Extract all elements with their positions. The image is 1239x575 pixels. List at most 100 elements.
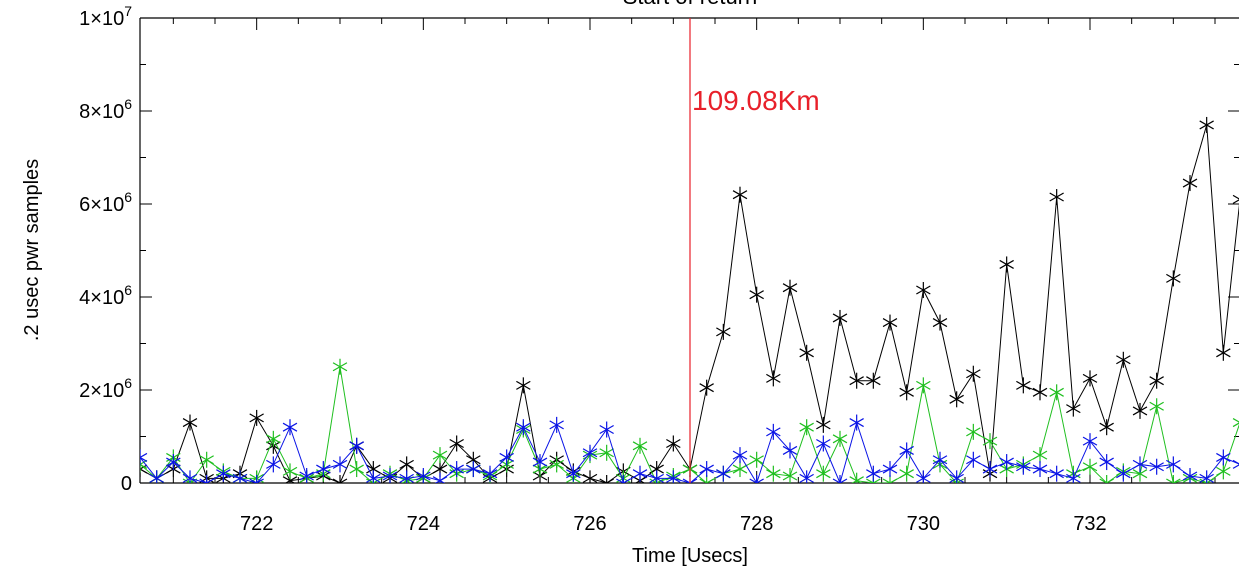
data-point: [332, 475, 348, 483]
data-point: [1116, 351, 1131, 368]
data-point: [449, 461, 464, 478]
data-point: [299, 468, 314, 483]
distance-annotation-label: 109.08Km: [692, 85, 820, 116]
plot-area: [140, 18, 1239, 483]
data-point: [1016, 377, 1031, 394]
data-point: [1199, 470, 1214, 483]
data-point: [216, 465, 231, 482]
data-point: [349, 437, 364, 454]
data-point: [1099, 419, 1114, 436]
data-point: [716, 323, 731, 340]
data-point: [632, 465, 648, 482]
data-point: [549, 416, 564, 433]
data-point: [782, 468, 798, 483]
y-tick-label: 2×106: [79, 375, 132, 402]
data-point: [282, 463, 298, 480]
data-point: [816, 435, 831, 452]
y-tick-label: 4×106: [79, 282, 132, 309]
data-point: [632, 437, 648, 454]
data-point: [516, 419, 531, 436]
data-point: [799, 470, 814, 483]
data-point: [1132, 456, 1148, 473]
data-point: [1216, 344, 1231, 361]
data-point: [716, 465, 731, 482]
data-point: [899, 465, 914, 482]
data-point: [916, 377, 931, 394]
data-point: [149, 470, 164, 483]
data-point: [932, 451, 948, 468]
x-tick-label: 728: [740, 513, 773, 535]
data-point: [449, 435, 464, 452]
data-point: [482, 465, 498, 482]
data-point: [316, 461, 331, 478]
data-point: [516, 377, 531, 394]
data-point: [1232, 194, 1239, 204]
data-point: [399, 456, 414, 473]
data-point: [1166, 456, 1181, 473]
data-point: [966, 451, 981, 468]
data-point: [732, 461, 748, 478]
data-point: [199, 475, 214, 483]
data-point: [699, 475, 714, 483]
data-point: [1049, 189, 1064, 206]
data-point: [866, 465, 881, 482]
data-point: [366, 470, 381, 483]
data-point: [882, 475, 898, 483]
data-point: [1149, 398, 1164, 415]
data-point: [1132, 402, 1148, 419]
data-point: [249, 475, 264, 483]
data-point: [749, 451, 764, 468]
data-point: [1166, 270, 1181, 287]
data-point: [832, 475, 848, 483]
data-point: [966, 365, 981, 382]
data-point: [732, 447, 748, 464]
y-tick-label: 0: [121, 473, 132, 495]
data-point: [499, 449, 514, 466]
data-point: [699, 379, 714, 396]
data-point: [832, 430, 848, 447]
data-point: [349, 461, 364, 478]
data-point: [1082, 370, 1098, 387]
data-point: [466, 461, 481, 478]
data-point: [782, 279, 798, 296]
data-point: [599, 475, 614, 483]
data-point: [232, 470, 248, 483]
data-point: [616, 475, 631, 483]
data-point: [1166, 475, 1181, 483]
y-tick-label: 8×106: [79, 96, 132, 123]
data-point: [966, 423, 981, 440]
data-point: [1066, 400, 1081, 417]
data-point: [182, 414, 198, 431]
data-point: [1049, 465, 1064, 482]
data-point: [799, 344, 814, 361]
data-point: [749, 286, 764, 303]
data-point: [882, 314, 898, 331]
data-point: [582, 470, 598, 483]
data-point: [1149, 372, 1164, 389]
data-point: [432, 447, 448, 464]
data-point: [1099, 454, 1114, 471]
data-point: [1066, 470, 1081, 483]
data-point: [649, 470, 664, 483]
data-point: [140, 449, 148, 466]
data-point: [666, 470, 681, 483]
data-point: [266, 430, 281, 447]
data-point: [699, 461, 714, 478]
data-point: [849, 472, 864, 483]
data-point: [1199, 116, 1214, 133]
chart-title: Start of return: [623, 0, 758, 9]
data-point: [332, 456, 348, 473]
data-point: [549, 456, 564, 473]
data-point: [532, 454, 548, 471]
data-point: [1032, 447, 1048, 464]
data-point: [1182, 175, 1198, 192]
data-point: [399, 470, 414, 483]
data-point: [382, 468, 398, 483]
data-point: [1216, 463, 1231, 480]
data-point: [899, 442, 914, 459]
y-tick-label: 6×106: [79, 189, 132, 216]
data-point: [866, 372, 881, 389]
x-axis-label: Time [Usecs]: [632, 545, 748, 567]
